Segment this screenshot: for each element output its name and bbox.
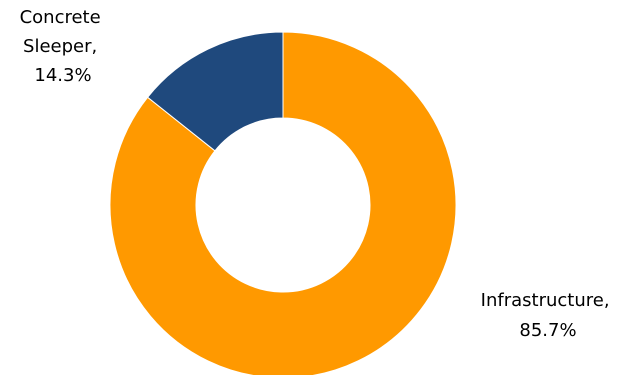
slice-infrastructure [109, 31, 457, 375]
slice-label-concrete-sleeper: Concrete Sleeper, 14.3% [20, 7, 107, 86]
slice-label-infrastructure-line-2: 85.7% [519, 320, 576, 341]
slice-label-infrastructure: Infrastructure, 85.7% [481, 290, 616, 341]
slice-label-concrete-sleeper-line-3: 14.3% [34, 65, 91, 86]
slice-label-concrete-sleeper-line-1: Concrete [20, 7, 101, 28]
slice-label-concrete-sleeper-line-2: Sleeper, [23, 36, 97, 57]
slice-label-infrastructure-line-1: Infrastructure, [481, 290, 610, 311]
slice-concrete-sleeper [146, 31, 284, 152]
donut-slices [109, 31, 457, 375]
